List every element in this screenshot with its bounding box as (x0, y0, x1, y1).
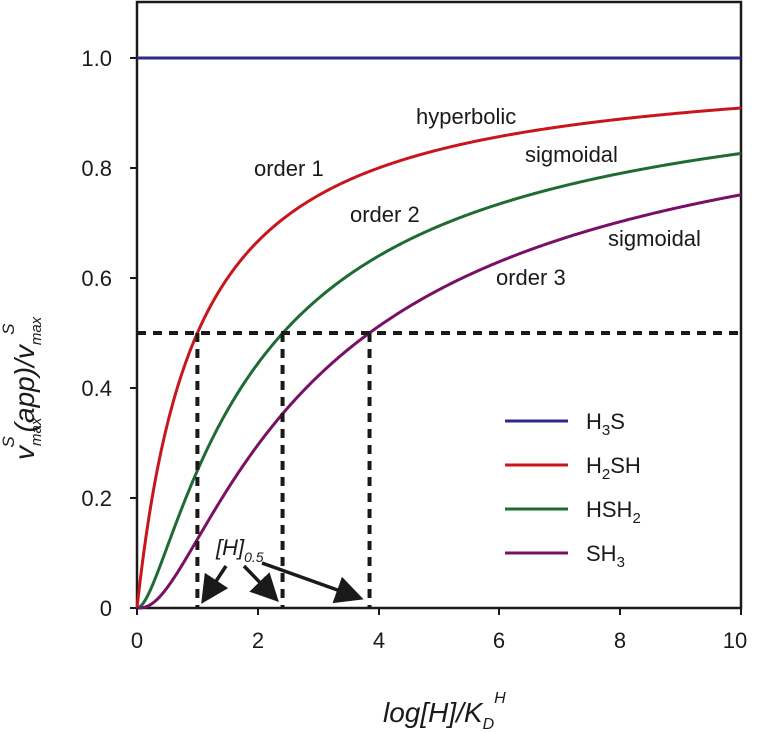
legend-label-sh3-main: SH (586, 541, 617, 566)
x-axis-title-sup: H (494, 690, 506, 707)
x-axis-title-main: log[H]/K (383, 697, 484, 728)
legend: H3S H2SH HSH2 SH3 (505, 409, 641, 571)
x-axis-title-sub: D (483, 716, 495, 732)
legend-label-h3s: H3S (586, 409, 625, 439)
x-tick-label: 8 (614, 628, 626, 653)
y-axis-title-sup2: S (0, 323, 18, 335)
annotation-sigmoidal-1: sigmoidal (525, 142, 618, 167)
annotation-order-3: order 3 (496, 265, 566, 290)
h-half-arrows (201, 561, 364, 604)
series-line-hsh2 (136, 151, 742, 610)
legend-label-h2sh-tail: SH (610, 453, 641, 478)
annotation-hyperbolic: hyperbolic (416, 104, 516, 129)
y-axis-title-sub1: max (28, 417, 45, 446)
x-tick-labels: 0 2 4 6 8 10 (131, 628, 747, 653)
y-axis-title: vmaxS(app)/vmaxS (0, 316, 45, 460)
y-tick-label: 1.0 (81, 46, 112, 71)
x-tick-label: 0 (131, 628, 143, 653)
annotation-order-1: order 1 (254, 156, 324, 181)
y-tick-labels: 0 0.2 0.4 0.6 0.8 1.0 (81, 46, 112, 621)
y-axis-title-mid: (app)/v (9, 343, 40, 432)
annotation-order-2: order 2 (350, 202, 420, 227)
half-saturation-guides (137, 331, 741, 608)
x-axis-ticks (136, 608, 742, 615)
annotation-h-half-sub: 0.5 (244, 549, 264, 565)
y-axis-title-v: v (9, 444, 40, 460)
x-tick-label: 2 (252, 628, 264, 653)
annotation-h-half: [H]0.5 (215, 535, 264, 565)
x-tick-label: 10 (723, 628, 747, 653)
arrow-to-order-3 (261, 561, 364, 604)
series-line-h2sh (135, 106, 742, 609)
legend-label-h2sh-main: H (586, 453, 602, 478)
x-tick-label: 4 (373, 628, 385, 653)
legend-label-h3s-tail: S (610, 409, 625, 434)
legend-label-hsh2: HSH2 (586, 497, 641, 527)
arrow-to-order-1 (201, 565, 229, 604)
x-tick-label: 6 (493, 628, 505, 653)
y-axis-title-sup1: S (0, 436, 18, 448)
y-tick-label: 0.2 (81, 486, 112, 511)
legend-label-h3s-main: H (586, 409, 602, 434)
y-axis-title-sub2: max (28, 316, 45, 345)
x-axis-title: log[H]/KDH (383, 690, 506, 732)
annotation-h-half-main: [H] (215, 535, 245, 560)
legend-label-sh3: SH3 (586, 541, 625, 571)
y-axis-ticks (130, 57, 137, 609)
legend-label-hsh2-sub: 2 (632, 510, 640, 527)
series-line-sh3 (136, 193, 742, 610)
legend-label-sh3-sub: 3 (617, 554, 625, 571)
series-layer (135, 56, 742, 610)
legend-label-h3s-sub: 3 (602, 422, 610, 439)
annotation-sigmoidal-2: sigmoidal (608, 226, 701, 251)
y-tick-label: 0.8 (81, 156, 112, 181)
legend-label-h2sh: H2SH (586, 453, 641, 483)
y-tick-label: 0 (100, 596, 112, 621)
plot-frame (135, 0, 743, 610)
y-tick-label: 0.4 (81, 376, 112, 401)
y-tick-label: 0.6 (81, 266, 112, 291)
legend-label-hsh2-main: HSH (586, 497, 632, 522)
legend-label-h2sh-sub: 2 (602, 466, 610, 483)
arrow-to-order-2 (242, 564, 279, 603)
